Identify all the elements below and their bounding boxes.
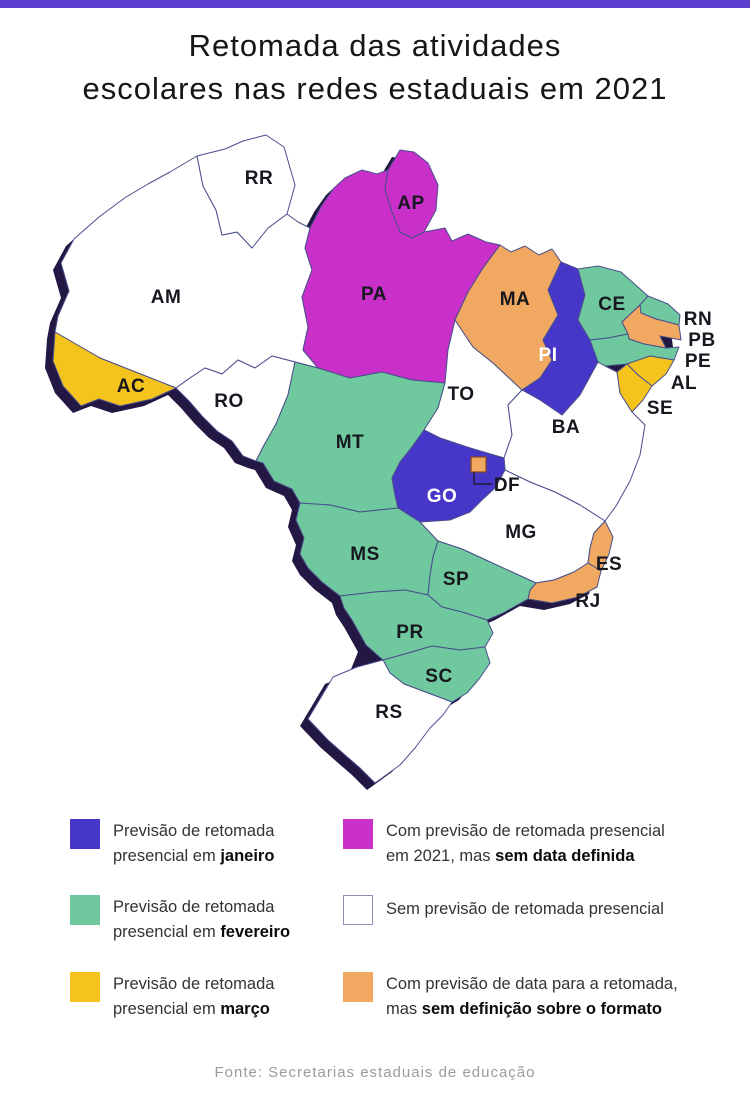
legend-swatch-data-sem-formato — [343, 972, 373, 1002]
state-label-SE: SE — [647, 398, 673, 419]
legend-label-fevereiro: Previsão de retomada presencial em fever… — [113, 898, 291, 941]
page-title-line1: Retomada das atividades — [188, 28, 562, 63]
state-label-RO: RO — [214, 391, 244, 412]
state-label-MS: MS — [350, 544, 380, 565]
page-title-line2: escolares nas redes estaduais em 2021 — [82, 71, 668, 106]
state-label-PB: PB — [688, 330, 715, 351]
legend-label-sem-previsao: Sem previsão de retomada presencial — [386, 900, 664, 918]
state-label-AM: AM — [151, 287, 182, 308]
state-label-BA: BA — [552, 417, 580, 438]
state-label-RJ: RJ — [575, 591, 600, 612]
state-label-MG: MG — [505, 522, 537, 543]
state-label-AC: AC — [117, 376, 145, 397]
legend-item-janeiro: Previsão de retomada presencial em janei… — [70, 819, 333, 869]
top-accent-bar — [0, 0, 750, 8]
state-label-MA: MA — [500, 289, 531, 310]
legend-swatch-fevereiro — [70, 895, 100, 925]
legend-swatch-sem-previsao — [343, 895, 373, 925]
state-label-PR: PR — [396, 622, 423, 643]
state-label-AP: AP — [397, 193, 424, 214]
state-AC — [52, 331, 177, 407]
state-SE — [616, 363, 653, 413]
state-PE — [589, 333, 680, 367]
legend-label-sem-data-definida: Com previsão de retomada presencial em 2… — [386, 822, 665, 865]
state-label-PI: PI — [539, 345, 558, 366]
legend-item-sem-data-definida: Com previsão de retomada presencial em 2… — [343, 819, 686, 869]
state-label-MT: MT — [336, 432, 364, 453]
legend-swatch-janeiro — [70, 819, 100, 849]
state-label-ES: ES — [596, 554, 622, 575]
legend-swatch-marco — [70, 972, 100, 1002]
legend-swatch-sem-data-definida — [343, 819, 373, 849]
source-note: Fonte: Secretarias estaduais de educação — [214, 1064, 536, 1081]
legend-label-data-sem-formato: Com previsão de data para a retomada, ma… — [386, 975, 678, 1018]
state-label-PE: PE — [685, 351, 711, 372]
page-title: Retomada das atividades escolares nas re… — [0, 24, 750, 110]
state-label-AL: AL — [671, 373, 697, 394]
state-label-GO: GO — [427, 486, 458, 507]
state-label-SP: SP — [443, 569, 469, 590]
legend-label-janeiro: Previsão de retomada presencial em janei… — [113, 822, 275, 865]
legend-label-marco: Previsão de retomada presencial em março — [113, 975, 275, 1018]
state-DF — [470, 456, 487, 473]
state-label-SC: SC — [425, 666, 452, 687]
state-label-RN: RN — [684, 309, 712, 330]
state-label-TO: TO — [447, 384, 474, 405]
state-label-RS: RS — [375, 702, 402, 723]
legend-item-fevereiro: Previsão de retomada presencial em fever… — [70, 895, 333, 945]
df-callout-line — [473, 472, 492, 485]
state-RS — [307, 659, 453, 784]
state-label-PA: PA — [361, 284, 387, 305]
state-AP — [384, 149, 439, 239]
state-PB — [621, 304, 682, 349]
state-label-RR: RR — [245, 168, 273, 189]
legend-item-marco: Previsão de retomada presencial em março — [70, 972, 333, 1022]
state-label-CE: CE — [598, 294, 625, 315]
legend-item-sem-previsao: Sem previsão de retomada presencial — [343, 895, 686, 925]
state-RR — [196, 134, 296, 249]
state-SP — [427, 540, 537, 621]
state-label-DF: DF — [494, 475, 520, 496]
legend-item-data-sem-formato: Com previsão de data para a retomada, ma… — [343, 972, 686, 1022]
